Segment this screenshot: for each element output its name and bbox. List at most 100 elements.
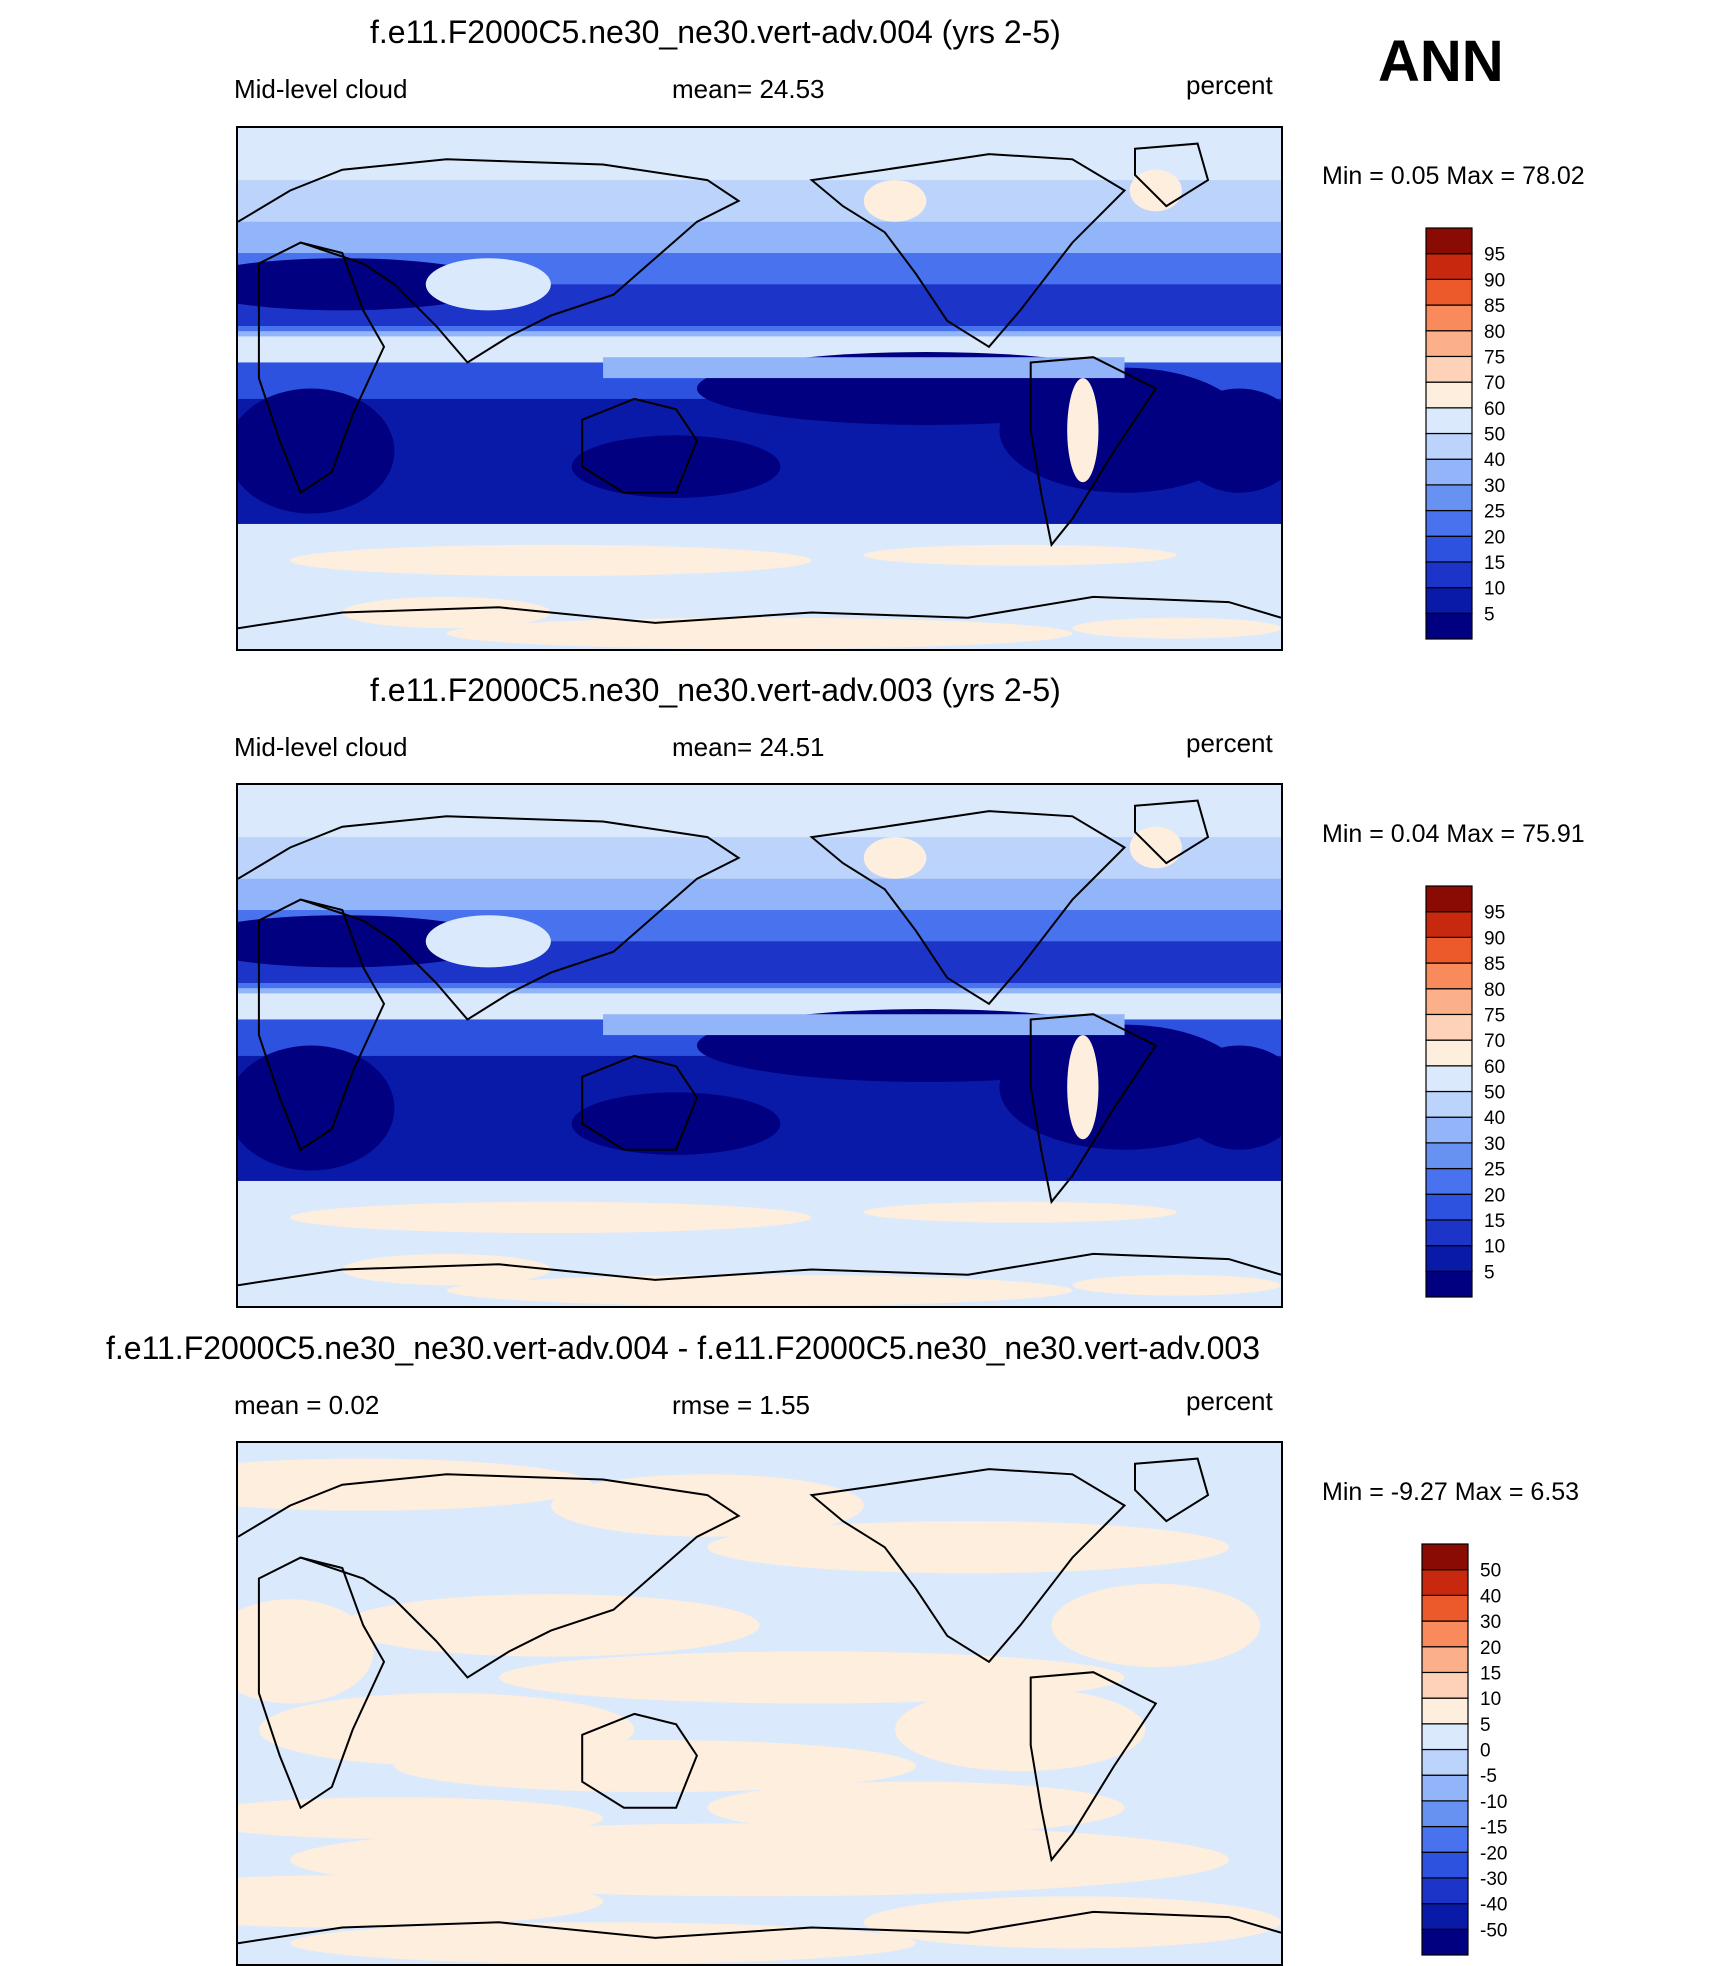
colorbar-tick-label: 75 — [1484, 347, 1505, 368]
colorbar-tick-label: 20 — [1484, 1185, 1505, 1206]
field-anomaly-positive — [895, 1687, 1146, 1772]
field-anomaly-positive — [707, 1781, 1125, 1834]
colorbar-swatch — [1421, 1877, 1469, 1905]
colorbar-tick-label: 20 — [1480, 1638, 1501, 1659]
colorbar-swatch — [1421, 1851, 1469, 1879]
season-label: ANN — [1378, 29, 1504, 94]
panel-3-title: f.e11.F2000C5.ne30_ne30.vert-adv.004 - f… — [106, 1330, 1260, 1366]
panel-3-colorbar: -50 -40 -30 -20 -15 -10 -5 0 5 10 15 20 30 40 50 — [1420, 1542, 1530, 1957]
field-minimum — [1176, 388, 1281, 493]
coastline — [238, 595, 1281, 630]
colorbar-swatch — [1425, 407, 1473, 435]
colorbar-tick-label: 80 — [1484, 980, 1505, 1001]
colorbar-tick-label: 85 — [1484, 954, 1505, 975]
colorbar-tick-label: -15 — [1480, 1818, 1507, 1839]
colorbar-swatch — [1421, 1723, 1469, 1751]
colorbar-swatch — [1425, 1013, 1473, 1041]
field-minimum — [571, 435, 781, 498]
colorbar-swatch — [1425, 1090, 1473, 1118]
panel-3-mean-label: mean = 0.02 — [234, 1390, 380, 1420]
colorbar-tick-label: 10 — [1484, 1237, 1505, 1258]
colorbar-tick-label: 85 — [1484, 296, 1505, 317]
colorbar-tick-label: 50 — [1480, 1561, 1501, 1582]
map-svg — [238, 1443, 1281, 1964]
coastline — [257, 241, 386, 495]
panel-2-map — [236, 783, 1283, 1308]
colorbar-tick-label: -10 — [1480, 1792, 1507, 1813]
field-maximum — [1067, 1035, 1099, 1140]
coastline — [1029, 1671, 1158, 1863]
colorbar-swatch — [1421, 1697, 1469, 1725]
field-itcz — [603, 1014, 1125, 1036]
field-anomaly-positive — [290, 1823, 1229, 1897]
colorbar-tick-label: 30 — [1480, 1612, 1501, 1633]
colorbar-svg: 5 10 15 20 25 30 40 50 60 70 75 80 85 90 95 — [1425, 885, 1505, 1298]
colorbar-swatch — [1425, 509, 1473, 537]
colorbar-tick-label: 15 — [1484, 1211, 1505, 1232]
colorbar-swatch — [1425, 962, 1473, 990]
colorbar-tick-label: 70 — [1484, 1031, 1505, 1052]
panel-1-title: f.e11.F2000C5.ne30_ne30.vert-adv.004 (yr… — [370, 14, 1061, 50]
field-maximum — [1072, 617, 1281, 639]
panel-1-minmax: Min = 0.05 Max = 78.02 — [1322, 162, 1585, 190]
colorbar-swatch — [1425, 587, 1473, 614]
field-maximum — [1129, 169, 1182, 212]
colorbar-tick-label: -30 — [1480, 1869, 1507, 1890]
colorbar-swatch — [1421, 1800, 1469, 1828]
colorbar-swatch — [1425, 278, 1473, 306]
colorbar-tick-label: 5 — [1480, 1715, 1491, 1736]
panel-1-mean-label: mean= 24.53 — [672, 74, 825, 104]
colorbar-swatch — [1425, 1167, 1473, 1195]
field-anomaly-positive — [238, 1875, 603, 1928]
panel-2-colorbar: 5 10 15 20 25 30 40 50 60 70 75 80 85 90 95 — [1424, 884, 1534, 1299]
coastline — [809, 153, 1127, 349]
field-maximum — [863, 544, 1177, 566]
colorbar-swatch — [1425, 1245, 1473, 1272]
coastline — [1134, 1457, 1210, 1523]
field-maximum — [863, 1201, 1177, 1223]
colorbar-tick-label: 15 — [1480, 1663, 1501, 1684]
field-maximum — [342, 596, 551, 629]
panel-3-rmse-label: rmse = 1.55 — [672, 1390, 811, 1420]
colorbar-swatch — [1425, 885, 1473, 913]
coastline — [238, 1252, 1281, 1287]
coastline — [238, 158, 741, 364]
colorbar-tick-label: -50 — [1480, 1920, 1507, 1941]
field-anomaly-positive — [550, 1474, 864, 1537]
colorbar-svg: 5 10 15 20 25 30 40 50 60 70 75 80 85 90 95 — [1425, 227, 1505, 640]
field-maximum — [425, 915, 551, 968]
field-anomaly-positive — [863, 1896, 1281, 1949]
field-maximum — [425, 258, 551, 311]
colorbar-swatch — [1425, 535, 1473, 563]
field-anomaly-positive — [290, 1922, 916, 1964]
colorbar-swatch — [1425, 304, 1473, 332]
coastline — [581, 397, 699, 494]
colorbar-tick-label: 40 — [1484, 1108, 1505, 1129]
colorbar-swatch — [1425, 484, 1473, 512]
colorbar-tick-label: 30 — [1484, 1134, 1505, 1155]
colorbar-tick-label: 60 — [1484, 1057, 1505, 1078]
coastline — [581, 1712, 699, 1809]
colorbar-swatch — [1421, 1671, 1469, 1699]
colorbar-swatch — [1425, 911, 1473, 938]
field-minimum — [238, 258, 499, 311]
coastline — [809, 810, 1127, 1006]
coastline — [809, 1468, 1127, 1664]
panel-2-title: f.e11.F2000C5.ne30_ne30.vert-adv.003 (yr… — [370, 672, 1061, 708]
panel-2-units-label: percent — [1186, 728, 1273, 758]
colorbar-tick-label: 75 — [1484, 1005, 1505, 1026]
coastline — [257, 898, 386, 1152]
colorbar-tick-label: 5 — [1484, 1262, 1495, 1283]
coastline — [1134, 799, 1210, 865]
colorbar-swatch — [1421, 1774, 1469, 1802]
colorbar-swatch — [1425, 432, 1473, 460]
field-maximum — [1067, 378, 1099, 483]
colorbar-tick-label: 90 — [1484, 928, 1505, 949]
coastline — [238, 1910, 1281, 1945]
colorbar-tick-label: 70 — [1484, 373, 1505, 394]
colorbar-swatch — [1425, 330, 1473, 358]
colorbar-tick-label: 50 — [1484, 425, 1505, 446]
colorbar-tick-label: 50 — [1484, 1083, 1505, 1104]
colorbar-swatch — [1425, 253, 1473, 280]
